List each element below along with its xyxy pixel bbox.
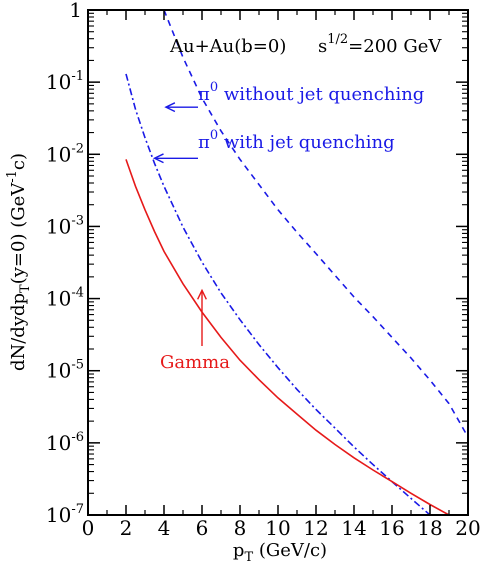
y-tick-label: 10-5 (46, 358, 84, 383)
x-tick-label: 16 (379, 516, 404, 540)
y-axis-ticks: 1 10-1 10-2 10-3 10-4 10-5 10-6 10-7 (46, 0, 468, 527)
x-tick-label: 20 (455, 516, 480, 540)
x-tick-label: 2 (120, 516, 133, 540)
y-tick-label: 1 (69, 0, 82, 22)
y-axis-title: dN/dydpT(y=0) (GeV-1c) (5, 153, 33, 371)
y-tick-label: 10-7 (46, 502, 84, 527)
x-tick-label: 8 (234, 516, 247, 540)
y-tick-label: 10-4 (46, 286, 84, 311)
x-tick-label: 12 (303, 516, 328, 540)
x-tick-label: 6 (196, 516, 209, 540)
annotation-gamma: Gamma (160, 352, 230, 373)
x-tick-label: 18 (417, 516, 442, 540)
y-tick-label: 10-2 (46, 141, 84, 166)
series-line-pi0_no_quench (164, 10, 468, 437)
annotation-no-quench: π0 without jet quenching (198, 80, 424, 105)
x-tick-label: 4 (158, 516, 171, 540)
x-tick-label: 10 (265, 516, 290, 540)
y-tick-label: 10-1 (46, 69, 84, 94)
y-tick-label: 10-6 (46, 430, 84, 455)
x-tick-label: 0 (82, 516, 95, 540)
chart-title: Au+Au(b=0) (169, 36, 286, 57)
y-tick-label: 10-3 (46, 213, 84, 238)
x-tick-label: 14 (341, 516, 366, 540)
series-line-gamma (126, 159, 468, 526)
annotation-quench: π0 with jet quenching (198, 128, 395, 153)
x-axis-title: pT (GeV/c) (233, 540, 327, 565)
energy-label: s1/2=200 GeV (318, 32, 442, 57)
